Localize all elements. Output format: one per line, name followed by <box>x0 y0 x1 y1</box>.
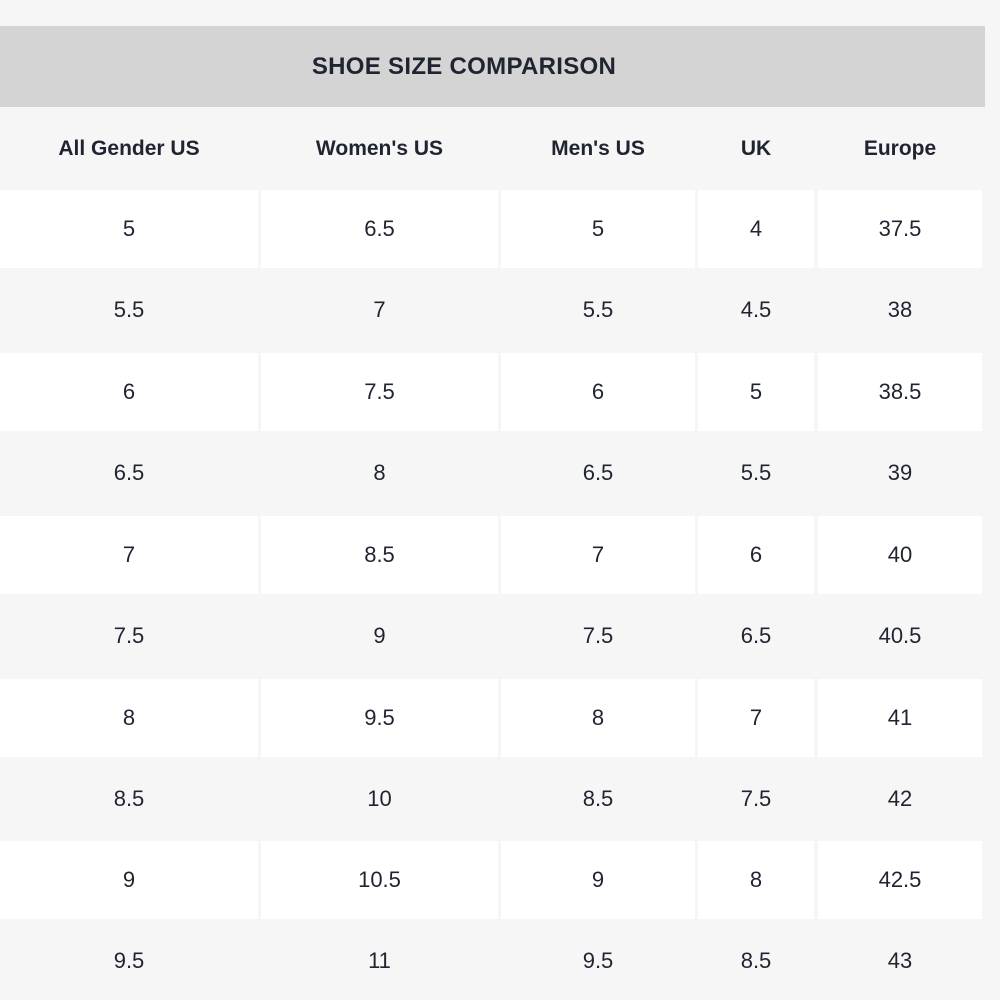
table-title: SHOE SIZE COMPARISON <box>311 52 617 80</box>
cell-womens-us: 11 <box>261 922 498 1000</box>
table-row: 6.5 8 6.5 5.5 39 <box>0 434 985 512</box>
cell-uk: 5.5 <box>698 434 814 512</box>
cell-all-gender-us: 9 <box>0 841 258 919</box>
cell-europe: 37.5 <box>818 190 982 268</box>
cell-womens-us: 6.5 <box>261 190 498 268</box>
right-page-margin <box>985 0 1000 1000</box>
cell-uk: 7 <box>698 679 814 757</box>
cell-uk: 4.5 <box>698 271 814 349</box>
cell-europe: 42 <box>818 760 982 838</box>
cell-womens-us: 7.5 <box>261 353 498 431</box>
table-row: 6 7.5 6 5 38.5 <box>0 353 985 431</box>
table-header-row: All Gender US Women's US Men's US UK Eur… <box>0 108 985 190</box>
table-row: 9.5 11 9.5 8.5 43 <box>0 922 985 1000</box>
cell-womens-us: 10 <box>261 760 498 838</box>
cell-uk: 8.5 <box>698 922 814 1000</box>
cell-womens-us: 8.5 <box>261 516 498 594</box>
cell-womens-us: 9.5 <box>261 679 498 757</box>
cell-mens-us: 9.5 <box>501 922 695 1000</box>
table-row: 9 10.5 9 8 42.5 <box>0 841 985 919</box>
column-header-europe: Europe <box>863 137 937 160</box>
cell-europe: 43 <box>818 922 982 1000</box>
table-row: 7.5 9 7.5 6.5 40.5 <box>0 597 985 675</box>
cell-uk: 8 <box>698 841 814 919</box>
cell-all-gender-us: 6 <box>0 353 258 431</box>
cell-uk: 7.5 <box>698 760 814 838</box>
cell-all-gender-us: 8 <box>0 679 258 757</box>
cell-europe: 39 <box>818 434 982 512</box>
cell-womens-us: 8 <box>261 434 498 512</box>
cell-all-gender-us: 8.5 <box>0 760 258 838</box>
cell-womens-us: 10.5 <box>261 841 498 919</box>
table-row: 5 6.5 5 4 37.5 <box>0 190 985 268</box>
cell-womens-us: 7 <box>261 271 498 349</box>
cell-mens-us: 8.5 <box>501 760 695 838</box>
cell-mens-us: 8 <box>501 679 695 757</box>
column-header-womens-us: Women's US <box>315 137 444 160</box>
cell-mens-us: 7.5 <box>501 597 695 675</box>
cell-europe: 42.5 <box>818 841 982 919</box>
cell-mens-us: 7 <box>501 516 695 594</box>
cell-all-gender-us: 7 <box>0 516 258 594</box>
cell-uk: 6.5 <box>698 597 814 675</box>
cell-mens-us: 6.5 <box>501 434 695 512</box>
cell-all-gender-us: 9.5 <box>0 922 258 1000</box>
column-header-all-gender-us: All Gender US <box>58 137 200 160</box>
cell-all-gender-us: 7.5 <box>0 597 258 675</box>
cell-mens-us: 5.5 <box>501 271 695 349</box>
cell-all-gender-us: 5 <box>0 190 258 268</box>
cell-womens-us: 9 <box>261 597 498 675</box>
table-row: 8 9.5 8 7 41 <box>0 679 985 757</box>
cell-uk: 5 <box>698 353 814 431</box>
cell-europe: 38 <box>818 271 982 349</box>
cell-europe: 38.5 <box>818 353 982 431</box>
column-header-uk: UK <box>740 137 772 160</box>
cell-uk: 4 <box>698 190 814 268</box>
column-header-mens-us: Men's US <box>551 137 645 160</box>
cell-uk: 6 <box>698 516 814 594</box>
table-row: 8.5 10 8.5 7.5 42 <box>0 760 985 838</box>
cell-mens-us: 6 <box>501 353 695 431</box>
cell-europe: 41 <box>818 679 982 757</box>
table-row: 7 8.5 7 6 40 <box>0 516 985 594</box>
table-row: 5.5 7 5.5 4.5 38 <box>0 271 985 349</box>
cell-europe: 40 <box>818 516 982 594</box>
table-title-bar: SHOE SIZE COMPARISON <box>0 26 985 107</box>
cell-europe: 40.5 <box>818 597 982 675</box>
cell-mens-us: 9 <box>501 841 695 919</box>
cell-mens-us: 5 <box>501 190 695 268</box>
cell-all-gender-us: 6.5 <box>0 434 258 512</box>
cell-all-gender-us: 5.5 <box>0 271 258 349</box>
